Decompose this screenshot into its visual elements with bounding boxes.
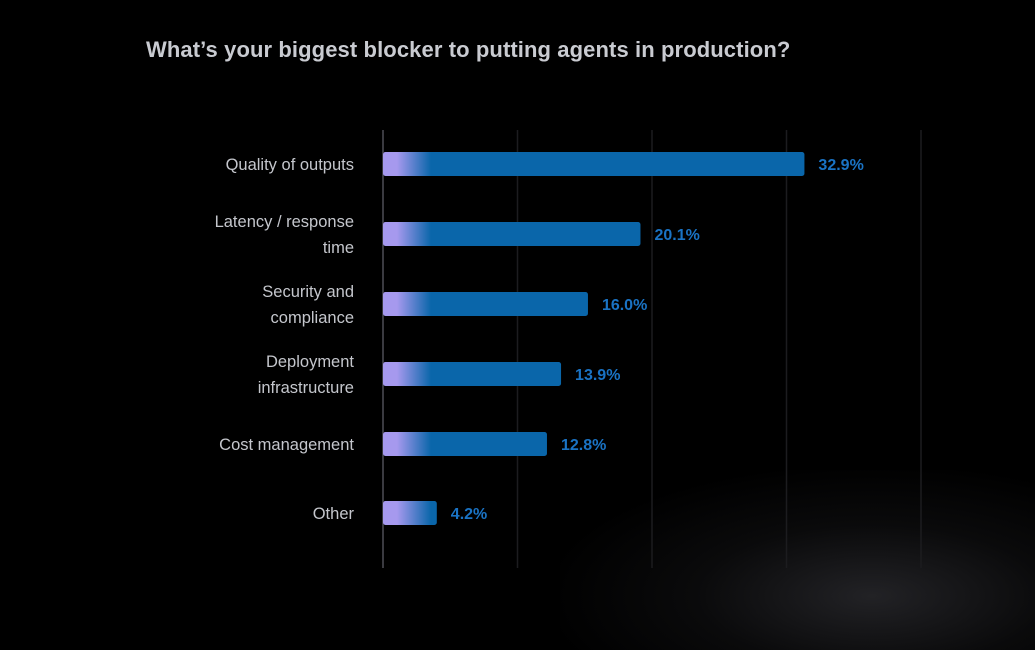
- value-label-4: 12.8%: [561, 437, 606, 454]
- chart-title: What’s your biggest blocker to putting a…: [146, 37, 791, 62]
- bar-0: [383, 152, 805, 176]
- category-label-5: Other: [313, 505, 355, 523]
- category-label-4-line-0: Cost management: [219, 436, 354, 454]
- bar-2: [383, 292, 588, 316]
- category-label-1-line-1: time: [323, 239, 354, 257]
- category-label-2-line-1: compliance: [271, 309, 354, 327]
- category-label-5-line-0: Other: [313, 505, 355, 523]
- category-label-0-line-0: Quality of outputs: [226, 156, 354, 174]
- category-label-3-line-1: infrastructure: [258, 379, 354, 397]
- value-label-2: 16.0%: [602, 297, 647, 314]
- category-label-2: Security and compliance: [262, 283, 354, 327]
- gridlines: [382, 130, 922, 568]
- bar-5: [383, 501, 437, 525]
- category-label-4: Cost management: [219, 436, 354, 454]
- bar-chart: Quality of outputs Latency / response time…: [215, 130, 922, 568]
- bar-4: [383, 432, 547, 456]
- category-label-1-line-0: Latency / response: [215, 213, 354, 231]
- bar-3: [383, 362, 562, 386]
- category-labels: Quality of outputs Latency / response time…: [215, 156, 355, 523]
- value-label-5: 4.2%: [451, 506, 487, 523]
- category-label-3: Deployment infrastructure: [258, 353, 355, 397]
- category-label-3-line-0: Deployment: [266, 353, 354, 371]
- bar-1: [383, 222, 641, 246]
- value-labels: 32.9% 20.1% 16.0% 13.9% 12.8% 4.2%: [451, 157, 864, 523]
- value-label-3: 13.9%: [575, 367, 620, 384]
- category-label-0: Quality of outputs: [226, 156, 354, 174]
- bars: [383, 152, 805, 525]
- value-label-0: 32.9%: [818, 157, 863, 174]
- category-label-2-line-0: Security and: [262, 283, 354, 301]
- category-label-1: Latency / response time: [215, 213, 354, 257]
- value-label-1: 20.1%: [654, 227, 699, 244]
